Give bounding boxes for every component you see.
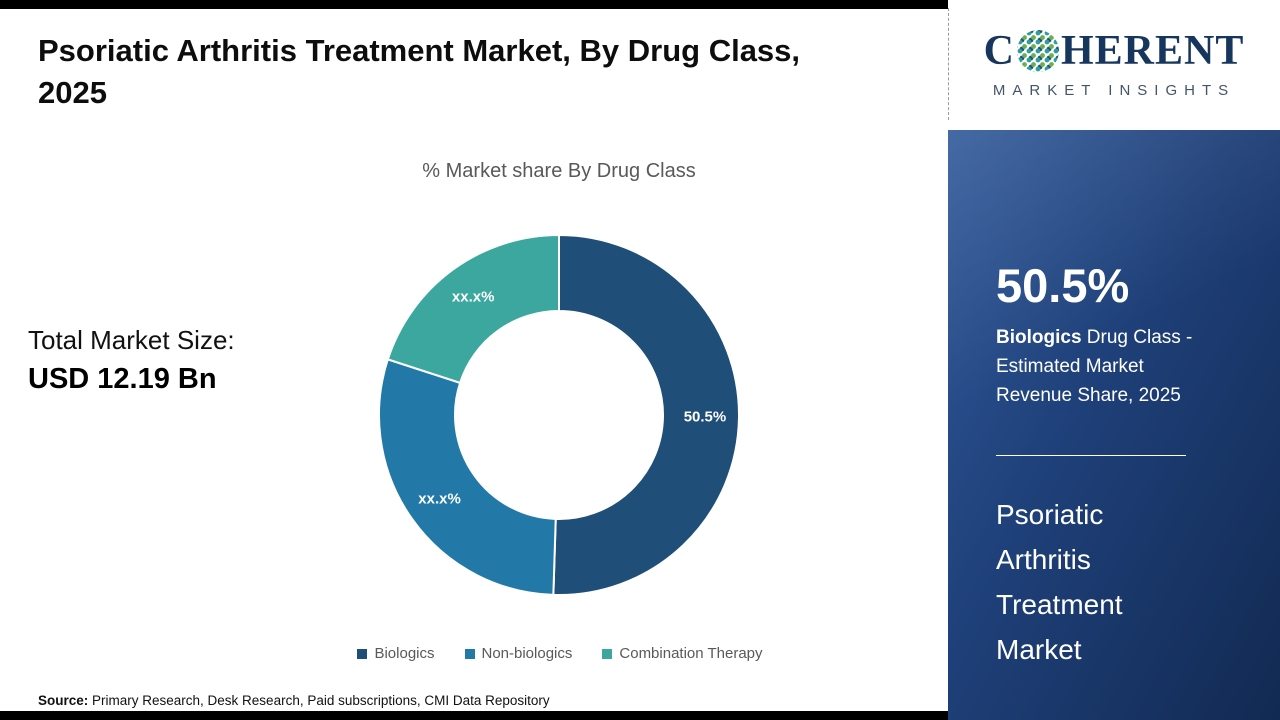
legend-label: Combination Therapy <box>619 645 763 662</box>
panel-market-name: Psoriatic Arthritis Treatment Market <box>996 499 1123 665</box>
source-line: Source: Primary Research, Desk Research,… <box>38 693 550 708</box>
top-accent-bar <box>0 0 948 9</box>
donut-slice-non-biologics <box>378 358 557 596</box>
legend-item: Combination Therapy <box>602 645 763 662</box>
chart-title: % Market share By Drug Class <box>422 160 696 182</box>
legend-swatch-icon <box>464 648 475 659</box>
legend-swatch-icon <box>357 648 368 659</box>
logo-separator <box>948 8 949 120</box>
logo: C HERENT MARKET INSIGHTS <box>948 0 1280 130</box>
source-text: Primary Research, Desk Research, Paid su… <box>88 693 550 708</box>
source-label: Source: <box>38 693 89 708</box>
total-market-label: Total Market Size: <box>28 325 235 355</box>
slice-label-combination-therapy: xx.x% <box>451 288 495 306</box>
logo-text-start: C <box>983 28 1015 74</box>
slice-label-non-biologics: xx.x% <box>418 490 461 508</box>
legend-item: Biologics <box>357 645 435 662</box>
globe-icon <box>1016 30 1059 72</box>
legend-label: Non-biologics <box>481 645 573 662</box>
donut-slice-biologics <box>552 233 740 596</box>
side-panel: 50.5% Biologics Drug Class - Estimated M… <box>948 130 1280 720</box>
stat-value: 50.5% <box>996 259 1130 312</box>
logo-subtitle: MARKET INSIGHTS <box>992 82 1236 99</box>
legend-item: Non-biologics <box>464 645 573 662</box>
donut-chart-svg <box>378 233 740 596</box>
donut-chart: 50.5% xx.x% xx.x% <box>374 230 744 600</box>
page-title: Psoriatic Arthritis Treatment Market, By… <box>38 33 801 110</box>
bottom-accent-bar <box>0 711 948 720</box>
slice-label-biologics: 50.5% <box>683 408 727 426</box>
stat-description-rest: Drug Class - Estimated Market Revenue Sh… <box>996 327 1193 406</box>
total-market-value: USD 12.19 Bn <box>28 363 217 395</box>
legend-label: Biologics <box>374 645 435 662</box>
chart-legend: Biologics Non-biologics Combination Therap… <box>290 645 830 662</box>
total-market-size: Total Market Size: USD 12.19 Bn <box>28 325 235 396</box>
panel-divider <box>996 455 1186 456</box>
logo-wordmark: C HERENT <box>948 28 1280 74</box>
legend-swatch-icon <box>602 648 613 659</box>
stat-description: Biologics Drug Class - Estimated Market … <box>996 323 1211 410</box>
stat-description-bold: Biologics <box>996 327 1082 348</box>
donut-slice-combination-therapy <box>386 233 560 385</box>
logo-text-end: HERENT <box>1060 28 1245 74</box>
